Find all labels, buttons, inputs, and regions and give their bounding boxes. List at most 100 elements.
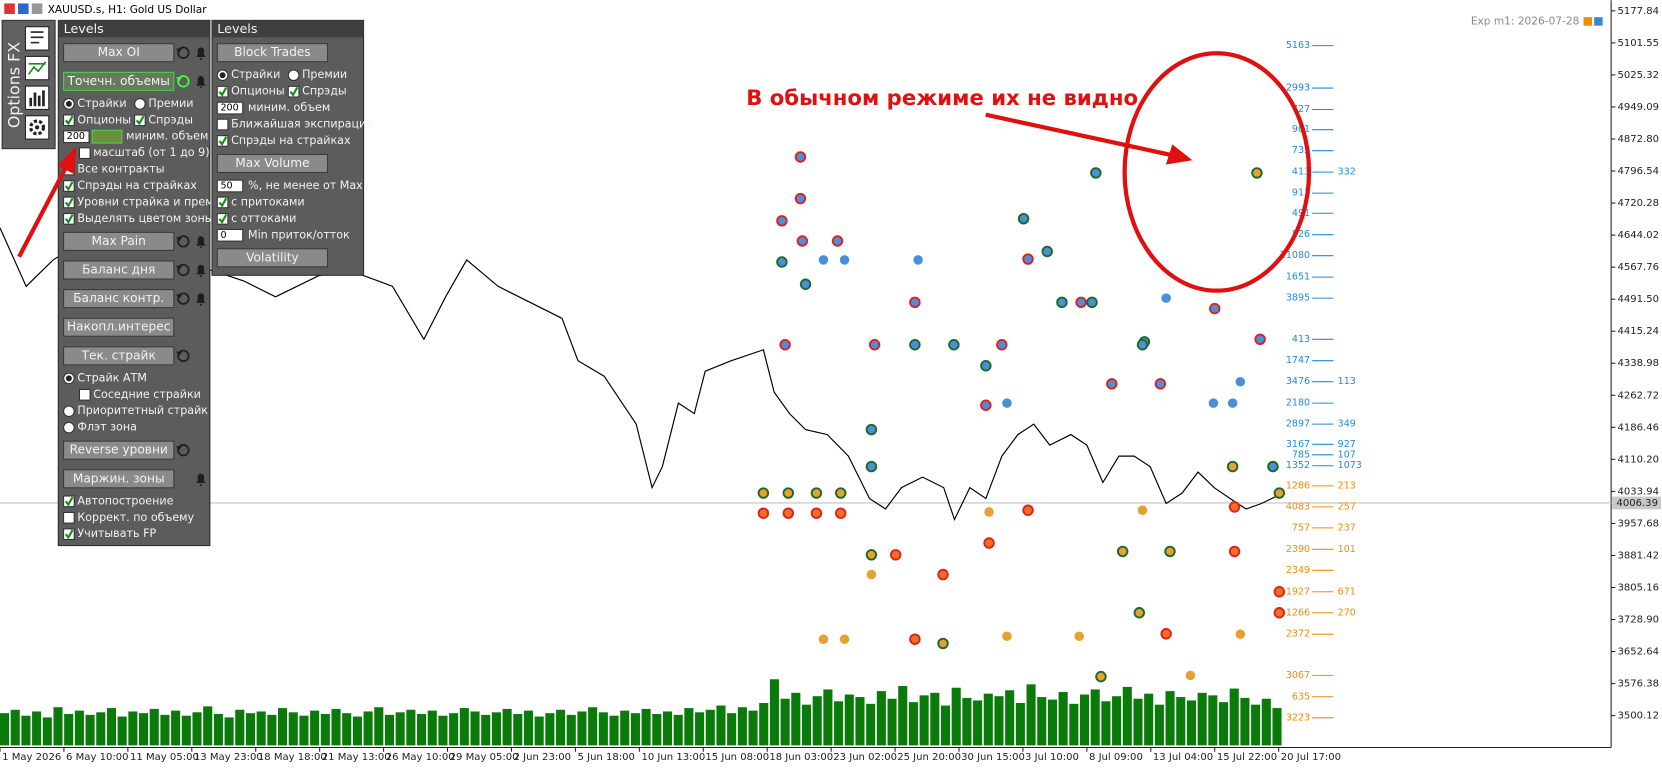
volume-bar — [449, 713, 459, 746]
checkbox[interactable] — [63, 495, 75, 508]
volume-bar — [256, 711, 266, 746]
bell-icon[interactable] — [196, 264, 206, 277]
reset-icon[interactable] — [177, 75, 190, 88]
level-label: 2993 — [1286, 83, 1310, 94]
checkbox[interactable] — [63, 196, 75, 209]
y-tick-label: 3805.16 — [1617, 582, 1659, 593]
button[interactable] — [63, 260, 175, 280]
strike-dot — [757, 487, 770, 499]
strike-dot — [1226, 460, 1239, 473]
checkbox[interactable] — [63, 180, 75, 192]
input-box[interactable] — [216, 228, 244, 242]
volume-bar — [1186, 700, 1196, 746]
bell-icon[interactable] — [196, 293, 206, 306]
checkbox-label: с притоками — [231, 195, 305, 208]
button[interactable] — [216, 248, 329, 268]
button-label: Баланс дня — [82, 262, 155, 276]
sidebar-icons[interactable] — [24, 26, 50, 140]
checkbox[interactable] — [287, 85, 300, 98]
checkbox[interactable] — [216, 85, 229, 98]
x-tick-label: 25 Jun 20:00 — [897, 752, 961, 763]
checkbox[interactable] — [78, 388, 91, 401]
volume-bar — [876, 691, 886, 746]
button[interactable] — [63, 71, 175, 91]
button[interactable] — [216, 153, 329, 174]
volume-bar — [748, 710, 758, 746]
checkbox[interactable] — [134, 114, 146, 127]
level-label: 913 — [1292, 188, 1310, 199]
checkbox[interactable] — [216, 196, 229, 209]
checkbox[interactable] — [216, 135, 229, 147]
icon-button[interactable] — [24, 85, 50, 110]
reset-icon-head — [175, 294, 183, 299]
level-label: 2180 — [1286, 398, 1310, 409]
volume-bar — [1229, 688, 1239, 746]
bell-icon[interactable] — [196, 76, 206, 89]
panel-header — [58, 20, 210, 38]
button[interactable] — [63, 43, 175, 63]
checkbox[interactable] — [63, 213, 75, 225]
icon-glyph — [29, 90, 45, 107]
button-label: Точечн. объемы — [67, 74, 170, 88]
reset-icon[interactable] — [177, 444, 190, 457]
input-box[interactable] — [216, 101, 244, 115]
radio[interactable] — [63, 405, 75, 418]
volume-bar — [278, 708, 288, 746]
button[interactable] — [63, 469, 175, 489]
volume-bar — [331, 708, 341, 746]
volume-bar — [224, 717, 234, 746]
radio[interactable] — [287, 69, 300, 82]
level-label: 2372 — [1286, 629, 1310, 640]
bell-icon[interactable] — [196, 473, 206, 486]
input-apply[interactable] — [91, 129, 123, 144]
input-box[interactable] — [63, 130, 90, 144]
checkbox-label: Выделять цветом зоны — [77, 212, 213, 225]
x-tick-label: 13 Jul 04:00 — [1153, 752, 1213, 763]
reset-icon[interactable] — [177, 46, 190, 59]
reset-icon[interactable] — [177, 235, 190, 248]
reset-icon[interactable] — [177, 263, 190, 277]
button[interactable] — [63, 317, 175, 337]
volume-bar — [940, 705, 951, 746]
checkbox[interactable] — [63, 511, 75, 524]
button[interactable] — [216, 43, 329, 63]
checkbox[interactable] — [216, 213, 229, 225]
volume-bar — [609, 715, 619, 746]
icon-button[interactable] — [24, 26, 50, 51]
checkmark — [135, 115, 145, 126]
checkbox[interactable] — [216, 118, 229, 131]
radio[interactable] — [134, 98, 146, 110]
strike-dot — [996, 339, 1008, 351]
legend-swatch — [1594, 17, 1603, 26]
button[interactable] — [63, 440, 175, 460]
strike-dot — [909, 296, 921, 309]
button-label: Block Trades — [234, 45, 310, 59]
reset-icon[interactable] — [177, 349, 190, 362]
checkbox[interactable] — [78, 147, 91, 159]
input-box[interactable] — [216, 179, 244, 193]
checkbox[interactable] — [63, 528, 75, 541]
strike-dot — [1106, 378, 1118, 390]
strike-dot — [1228, 501, 1241, 513]
volume-bar — [32, 711, 42, 746]
button[interactable] — [63, 231, 175, 251]
radio[interactable] — [63, 421, 75, 434]
bell-icon[interactable] — [196, 47, 206, 60]
volume-bar — [1176, 697, 1186, 746]
button[interactable] — [63, 289, 175, 309]
bell-icon[interactable] — [196, 236, 206, 249]
strike-dot — [794, 151, 807, 163]
volume-bar — [652, 714, 662, 746]
strike-dot — [799, 278, 812, 290]
button[interactable] — [63, 346, 175, 366]
reset-icon[interactable] — [177, 292, 190, 305]
strike-dot — [839, 634, 850, 644]
icon-glyph — [27, 61, 47, 75]
checkbox[interactable] — [63, 114, 75, 127]
icon-button[interactable] — [24, 55, 50, 81]
panel-header — [211, 20, 364, 38]
level-label: 3167 — [1286, 439, 1310, 450]
strike-dot — [1209, 302, 1221, 315]
y-tick-label: 4872.80 — [1617, 134, 1659, 145]
